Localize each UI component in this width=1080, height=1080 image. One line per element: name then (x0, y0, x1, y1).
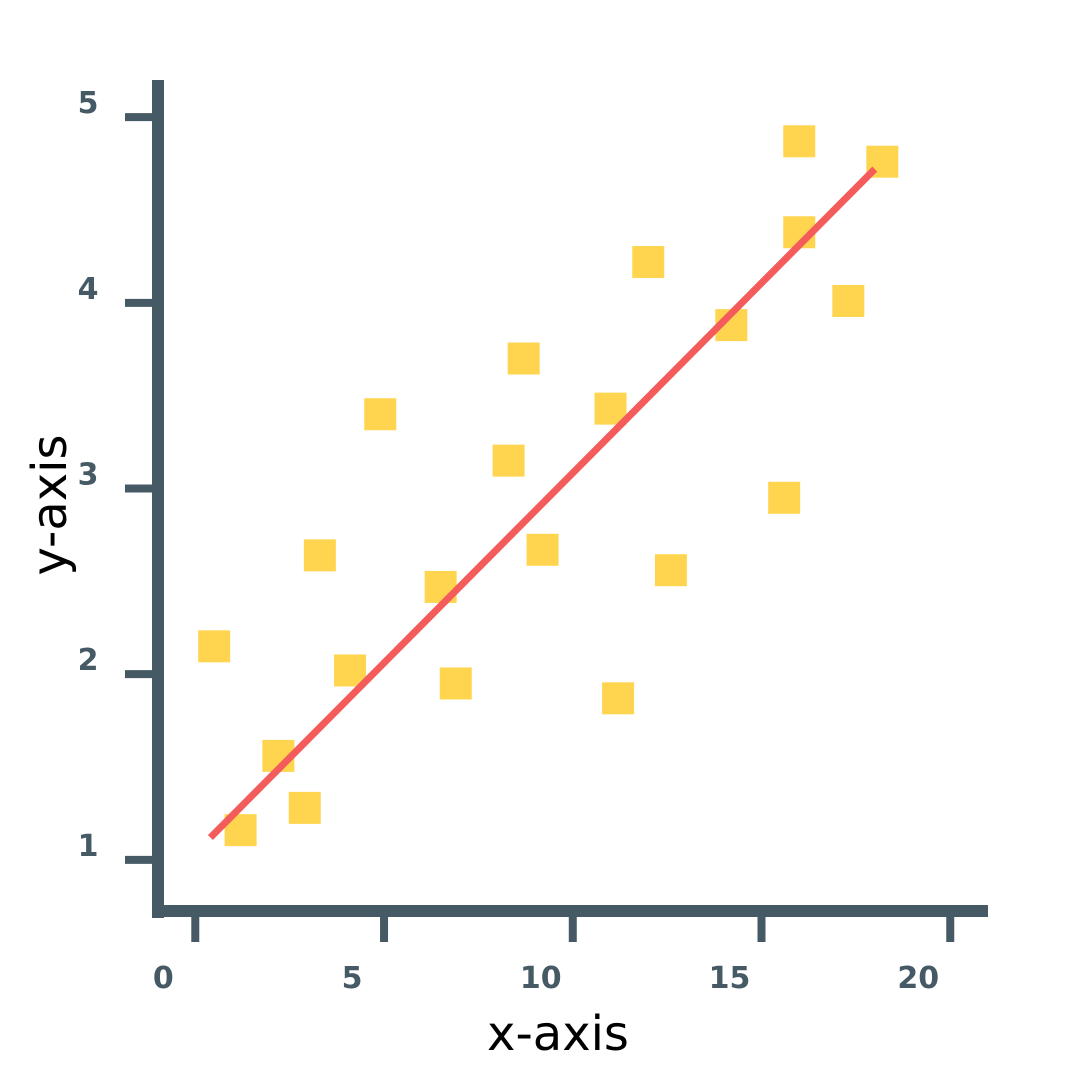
x-axis-title: x-axis (487, 1006, 629, 1062)
data-point (334, 654, 367, 687)
data-point (632, 245, 665, 278)
data-point (602, 682, 635, 715)
y-axis-title: y-axis (22, 434, 78, 575)
data-point (507, 342, 540, 375)
y-tick-label: 3 (78, 458, 99, 493)
y-tick-label: 2 (78, 643, 99, 678)
ticks-layer: 0 5 10 15 20 1 2 3 4 5 (78, 86, 955, 996)
data-point (832, 284, 865, 317)
axes-layer (152, 80, 988, 918)
data-point (526, 533, 559, 566)
points-layer (198, 125, 899, 847)
data-point (288, 791, 321, 824)
data-point (439, 667, 472, 700)
y-tick-label: 4 (78, 272, 99, 307)
data-point (303, 539, 336, 572)
data-point (198, 630, 231, 663)
trend-layer (207, 166, 878, 841)
data-point (654, 554, 687, 587)
data-point (492, 444, 525, 477)
y-tick-label: 5 (78, 86, 99, 121)
data-point (768, 481, 801, 514)
y-tick-label: 1 (78, 829, 99, 864)
x-tick-label: 5 (342, 961, 363, 996)
trend-line (207, 166, 878, 841)
x-tick-label: 15 (709, 961, 751, 996)
data-point (783, 125, 816, 158)
x-tick-label: 0 (153, 961, 174, 996)
x-tick-label: 10 (520, 961, 562, 996)
x-tick-label: 20 (897, 961, 939, 996)
data-point (364, 398, 397, 431)
